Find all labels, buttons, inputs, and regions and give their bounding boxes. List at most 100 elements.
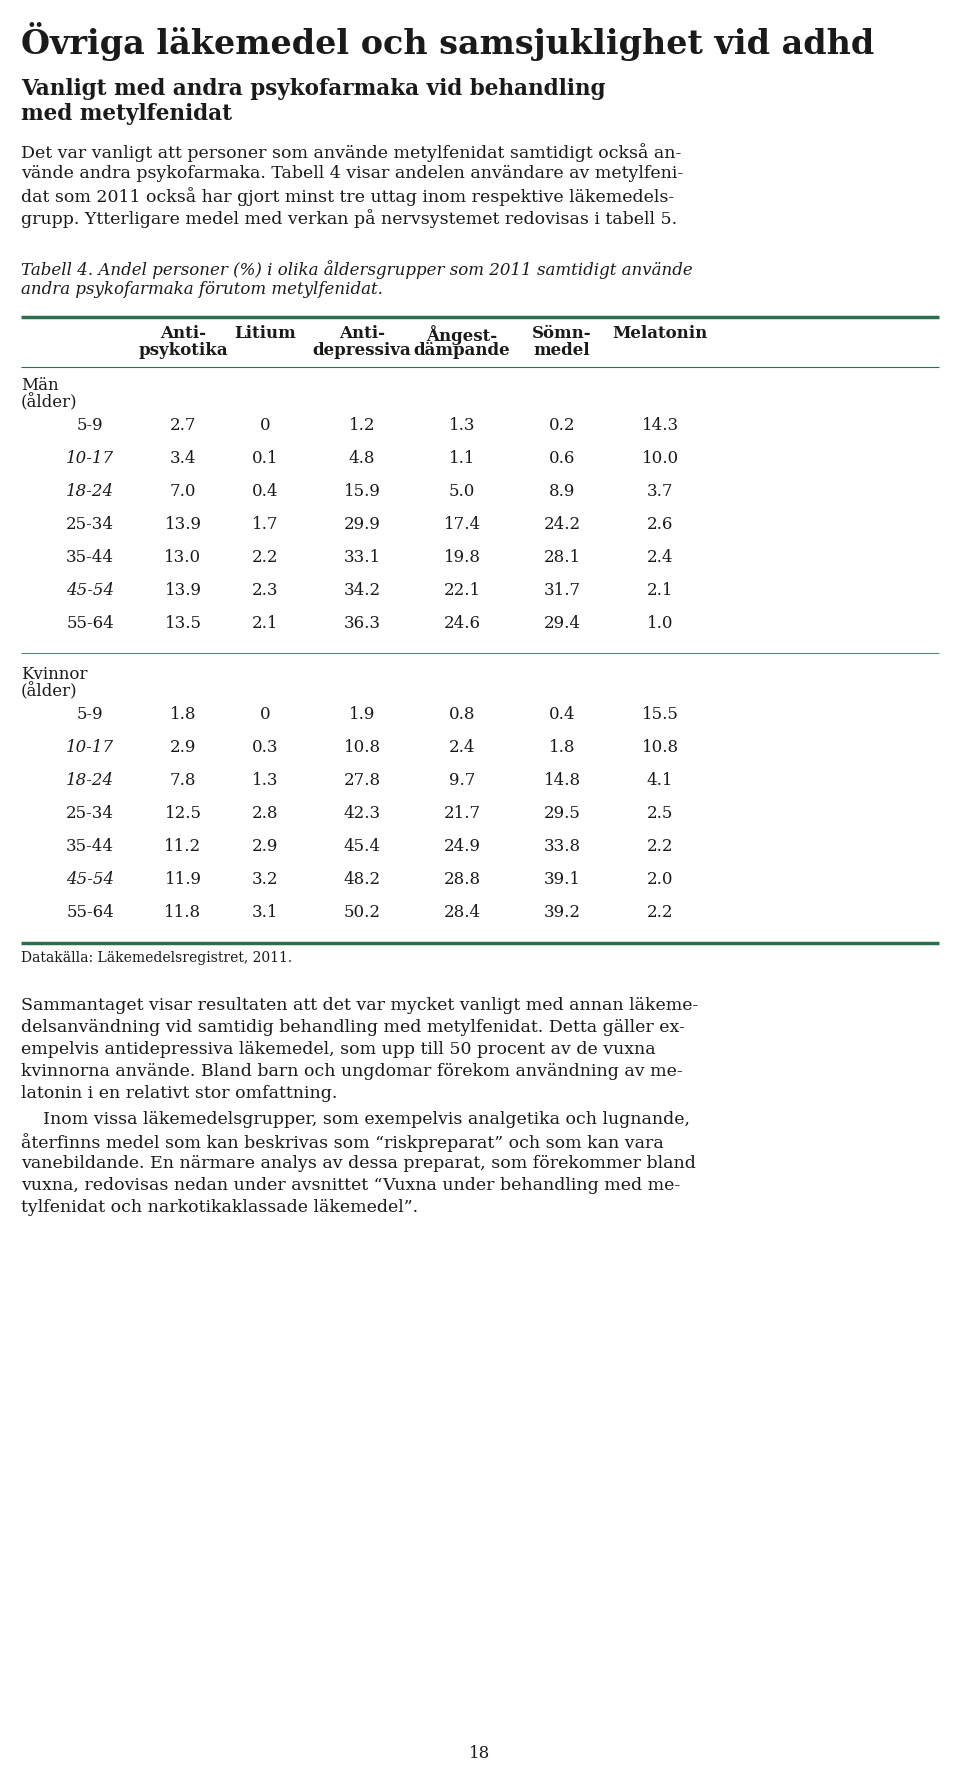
- Text: 2.6: 2.6: [647, 516, 673, 534]
- Text: 4.1: 4.1: [647, 772, 673, 790]
- Text: 14.3: 14.3: [641, 417, 679, 435]
- Text: Sömn-: Sömn-: [532, 325, 591, 343]
- Text: med metylfenidat: med metylfenidat: [21, 102, 232, 125]
- Text: tylfenidat och narkotikaklassade läkemedel”.: tylfenidat och narkotikaklassade läkemed…: [21, 1200, 419, 1216]
- Text: 25-34: 25-34: [66, 516, 114, 534]
- Text: 17.4: 17.4: [444, 516, 481, 534]
- Text: 5.0: 5.0: [449, 482, 475, 500]
- Text: (ålder): (ålder): [21, 684, 78, 700]
- Text: 34.2: 34.2: [344, 581, 380, 599]
- Text: 2.0: 2.0: [647, 871, 673, 889]
- Text: 2.2: 2.2: [647, 838, 673, 855]
- Text: delsanvändning vid samtidig behandling med metylfenidat. Detta gäller ex-: delsanvändning vid samtidig behandling m…: [21, 1020, 684, 1035]
- Text: 18-24: 18-24: [66, 772, 114, 790]
- Text: 0.1: 0.1: [252, 451, 278, 466]
- Text: Anti-: Anti-: [339, 325, 385, 343]
- Text: 3.4: 3.4: [170, 451, 196, 466]
- Text: 0: 0: [260, 707, 271, 723]
- Text: 13.9: 13.9: [164, 516, 202, 534]
- Text: 2.9: 2.9: [252, 838, 278, 855]
- Text: Det var vanligt att personer som använde metylfenidat samtidigt också an-: Det var vanligt att personer som använde…: [21, 143, 682, 163]
- Text: Tabell 4. Andel personer (%) i olika åldersgrupper som 2011 samtidigt använde: Tabell 4. Andel personer (%) i olika åld…: [21, 260, 693, 279]
- Text: 11.2: 11.2: [164, 838, 202, 855]
- Text: 7.8: 7.8: [170, 772, 196, 790]
- Text: 24.2: 24.2: [543, 516, 581, 534]
- Text: 10-17: 10-17: [66, 451, 114, 466]
- Text: 13.0: 13.0: [164, 550, 202, 565]
- Text: 48.2: 48.2: [344, 871, 380, 889]
- Text: depressiva: depressiva: [313, 343, 412, 359]
- Text: Litium: Litium: [234, 325, 296, 343]
- Text: 15.5: 15.5: [641, 707, 679, 723]
- Text: andra psykofarmaka förutom metylfenidat.: andra psykofarmaka förutom metylfenidat.: [21, 281, 383, 299]
- Text: 28.8: 28.8: [444, 871, 481, 889]
- Text: 1.9: 1.9: [348, 707, 375, 723]
- Text: Sammantaget visar resultaten att det var mycket vanligt med annan läkeme-: Sammantaget visar resultaten att det var…: [21, 997, 698, 1014]
- Text: Övriga läkemedel och samsjuklighet vid adhd: Övriga läkemedel och samsjuklighet vid a…: [21, 21, 875, 62]
- Text: 0.4: 0.4: [549, 707, 575, 723]
- Text: 1.0: 1.0: [647, 615, 673, 633]
- Text: 35-44: 35-44: [66, 838, 114, 855]
- Text: 11.8: 11.8: [164, 905, 202, 921]
- Text: Kvinnor: Kvinnor: [21, 666, 87, 684]
- Text: 2.8: 2.8: [252, 806, 278, 822]
- Text: 36.3: 36.3: [344, 615, 380, 633]
- Text: 10.8: 10.8: [344, 739, 380, 756]
- Text: 45-54: 45-54: [66, 871, 114, 889]
- Text: 42.3: 42.3: [344, 806, 380, 822]
- Text: 55-64: 55-64: [66, 905, 114, 921]
- Text: 2.1: 2.1: [647, 581, 673, 599]
- Text: 0.3: 0.3: [252, 739, 278, 756]
- Text: (ålder): (ålder): [21, 394, 78, 412]
- Text: 12.5: 12.5: [164, 806, 202, 822]
- Text: 45-54: 45-54: [66, 581, 114, 599]
- Text: 55-64: 55-64: [66, 615, 114, 633]
- Text: 2.5: 2.5: [647, 806, 673, 822]
- Text: 0.4: 0.4: [252, 482, 278, 500]
- Text: 25-34: 25-34: [66, 806, 114, 822]
- Text: dat som 2011 också har gjort minst tre uttag inom respektive läkemedels-: dat som 2011 också har gjort minst tre u…: [21, 187, 674, 207]
- Text: 2.2: 2.2: [252, 550, 278, 565]
- Text: 1.8: 1.8: [170, 707, 196, 723]
- Text: 9.7: 9.7: [449, 772, 475, 790]
- Text: 5-9: 5-9: [77, 707, 104, 723]
- Text: 2.9: 2.9: [170, 739, 196, 756]
- Text: 3.7: 3.7: [647, 482, 673, 500]
- Text: 1.8: 1.8: [549, 739, 575, 756]
- Text: återfinns medel som kan beskrivas som “riskpreparat” och som kan vara: återfinns medel som kan beskrivas som “r…: [21, 1133, 663, 1152]
- Text: 2.3: 2.3: [252, 581, 278, 599]
- Text: 27.8: 27.8: [344, 772, 380, 790]
- Text: 31.7: 31.7: [543, 581, 581, 599]
- Text: 24.6: 24.6: [444, 615, 481, 633]
- Text: empelvis antidepressiva läkemedel, som upp till 50 procent av de vuxna: empelvis antidepressiva läkemedel, som u…: [21, 1041, 656, 1058]
- Text: 24.9: 24.9: [444, 838, 481, 855]
- Text: 33.8: 33.8: [543, 838, 581, 855]
- Text: 18-24: 18-24: [66, 482, 114, 500]
- Text: Datakälla: Läkemedelsregistret, 2011.: Datakälla: Läkemedelsregistret, 2011.: [21, 951, 292, 965]
- Text: 8.9: 8.9: [549, 482, 575, 500]
- Text: 0.8: 0.8: [448, 707, 475, 723]
- Text: Ångest-: Ångest-: [426, 325, 497, 345]
- Text: psykotika: psykotika: [138, 343, 228, 359]
- Text: 29.5: 29.5: [543, 806, 581, 822]
- Text: dämpande: dämpande: [414, 343, 511, 359]
- Text: 13.9: 13.9: [164, 581, 202, 599]
- Text: 21.7: 21.7: [444, 806, 481, 822]
- Text: 11.9: 11.9: [164, 871, 202, 889]
- Text: 29.9: 29.9: [344, 516, 380, 534]
- Text: 22.1: 22.1: [444, 581, 481, 599]
- Text: 39.1: 39.1: [543, 871, 581, 889]
- Text: 5-9: 5-9: [77, 417, 104, 435]
- Text: 19.8: 19.8: [444, 550, 481, 565]
- Text: vanebildande. En närmare analys av dessa preparat, som förekommer bland: vanebildande. En närmare analys av dessa…: [21, 1156, 696, 1172]
- Text: 7.0: 7.0: [170, 482, 196, 500]
- Text: 1.3: 1.3: [448, 417, 475, 435]
- Text: latonin i en relativt stor omfattning.: latonin i en relativt stor omfattning.: [21, 1085, 337, 1103]
- Text: Melatonin: Melatonin: [612, 325, 708, 343]
- Text: 29.4: 29.4: [543, 615, 581, 633]
- Text: 3.2: 3.2: [252, 871, 278, 889]
- Text: 0.6: 0.6: [549, 451, 575, 466]
- Text: grupp. Ytterligare medel med verkan på nervsystemet redovisas i tabell 5.: grupp. Ytterligare medel med verkan på n…: [21, 209, 677, 228]
- Text: Anti-: Anti-: [160, 325, 206, 343]
- Text: 2.1: 2.1: [252, 615, 278, 633]
